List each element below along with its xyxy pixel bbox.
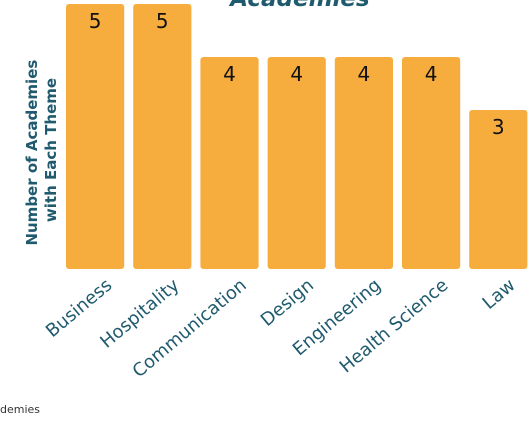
bar-law (469, 110, 528, 269)
bar-value-label: 4 (358, 62, 371, 86)
bar-value-label: 3 (492, 115, 505, 139)
source-note: demies (0, 403, 40, 416)
bar-value-label: 4 (223, 62, 236, 86)
x-tick-label: Law (479, 275, 520, 314)
bar-value-label: 4 (290, 62, 303, 86)
bar-engineering (334, 57, 393, 269)
bars-group: 5Business5Hospitality4Communication4Desi… (42, 4, 528, 382)
y-axis-label-line-2: with Each Theme (42, 78, 60, 222)
bar-value-label: 5 (89, 9, 102, 33)
y-axis-label: Number of Academies with Each Theme (23, 54, 60, 245)
bar-business (66, 4, 125, 269)
bar-value-label: 5 (156, 9, 169, 33)
chart-title: Academies (228, 0, 369, 12)
x-tick-label: Design (257, 275, 318, 331)
bar-health-science (402, 57, 461, 269)
bar-communication (200, 57, 259, 269)
bar-hospitality (133, 4, 192, 269)
bar-value-label: 4 (425, 62, 438, 86)
bar-design (267, 57, 326, 269)
y-axis-label-line-1: Number of Academies (23, 60, 41, 246)
x-tick-label: Communication (129, 275, 251, 382)
